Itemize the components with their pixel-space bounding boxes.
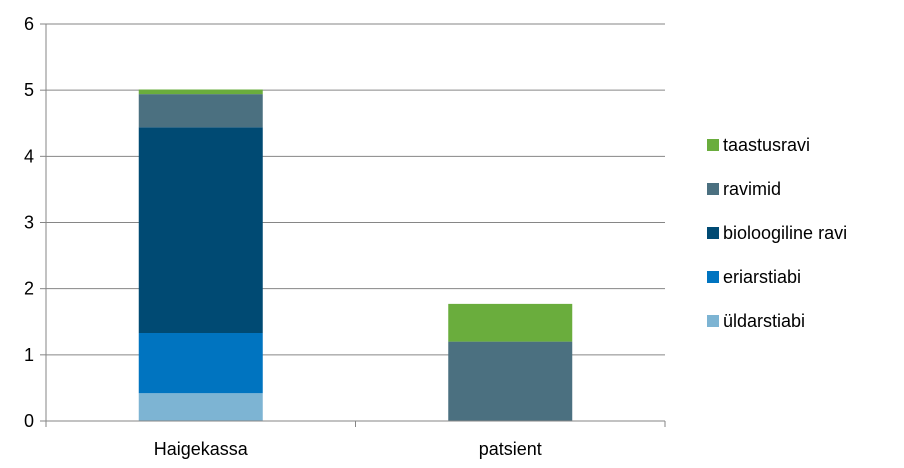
bar-üldarstiabi-Haigekassa (138, 393, 263, 421)
legend-swatch (707, 227, 719, 239)
legend-label: üldarstiabi (723, 311, 805, 331)
y-tick-label: 2 (24, 279, 34, 299)
legend-swatch (707, 271, 719, 283)
bar-eriarstiabi-Haigekassa (138, 332, 263, 394)
legend-label: taastusravi (723, 135, 810, 155)
legend-swatch (707, 139, 719, 151)
bar-ravimid-Haigekassa (138, 94, 263, 128)
y-tick-label: 1 (24, 345, 34, 365)
y-tick-label: 4 (24, 146, 34, 166)
bar-taastusravi-patsient (448, 303, 573, 342)
axes: 0 1 2 3 4 5 6 Haigekassa patsient (24, 14, 666, 459)
bar-bioloogiline-ravi-Haigekassa (138, 127, 263, 333)
y-tick-label: 5 (24, 80, 34, 100)
legend-swatch (707, 183, 719, 195)
legend-label: eriarstiabi (723, 267, 801, 287)
x-tick-label: patsient (479, 439, 542, 459)
y-tick-label: 0 (24, 411, 34, 431)
y-tick-label: 6 (24, 14, 34, 34)
bar-taastusravi-Haigekassa (138, 89, 263, 95)
bar-ravimid-patsient (448, 341, 573, 421)
x-tick-label: Haigekassa (154, 439, 249, 459)
legend-label: ravimid (723, 179, 781, 199)
legend: taastusravi ravimid bioloogiline ravi eriar… (707, 135, 847, 331)
legend-swatch (707, 315, 719, 327)
y-tick-label: 3 (24, 213, 34, 233)
legend-label: bioloogiline ravi (723, 223, 847, 243)
bars (138, 89, 573, 421)
